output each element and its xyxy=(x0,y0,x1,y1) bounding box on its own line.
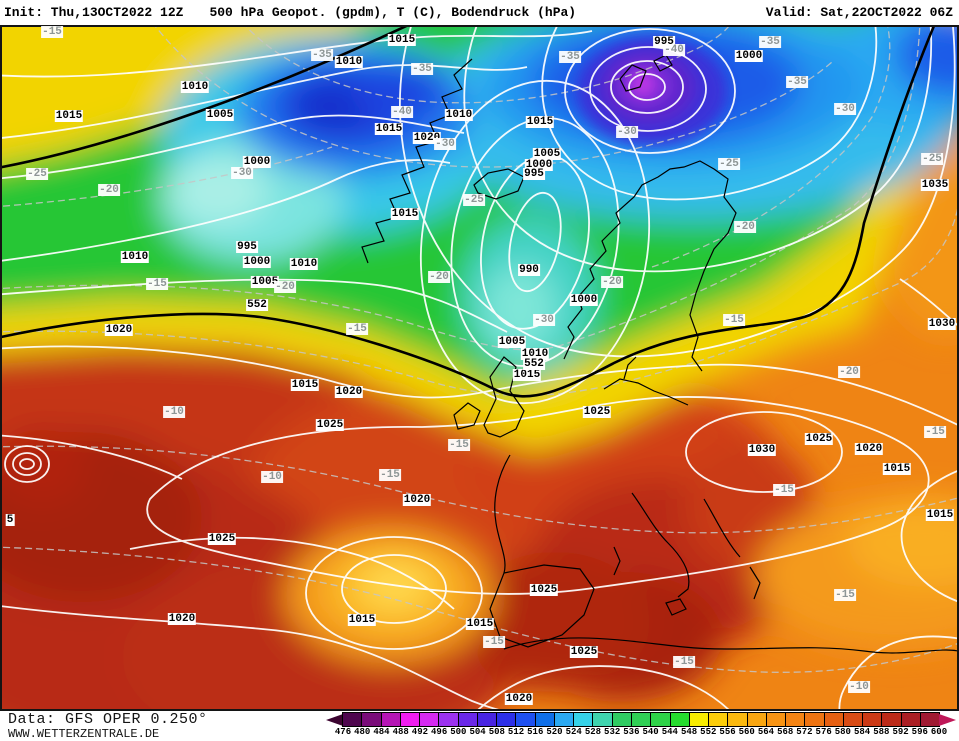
colorbar-tick: 544 xyxy=(661,727,678,737)
coastlines xyxy=(361,54,957,654)
colorbar-tick: 552 xyxy=(700,727,717,737)
colorbar-segment xyxy=(496,713,516,726)
colorbar-segment xyxy=(823,713,843,726)
colorbar-segment xyxy=(842,713,863,726)
colorbar-tick: 500 xyxy=(450,727,467,737)
colorbar-tick: 564 xyxy=(757,727,775,737)
colorbar-segment xyxy=(592,713,612,726)
colorbar-tick: 508 xyxy=(488,727,505,737)
colorbar-tick: 568 xyxy=(777,727,794,737)
footer: Data: GFS OPER 0.250° WWW.WETTERZENTRALE… xyxy=(0,711,959,741)
colorbar-tick: 560 xyxy=(738,727,755,737)
colorbar-tick: 600 xyxy=(930,727,948,737)
map-canvas xyxy=(2,27,957,709)
colorbar-tick: 484 xyxy=(373,727,390,737)
colorbar-segment xyxy=(515,713,535,726)
colorbar-segment xyxy=(708,713,728,726)
colorbar-segment xyxy=(650,713,670,726)
colorbar-tick: 596 xyxy=(911,727,928,737)
colorbar-segment xyxy=(900,713,920,726)
colorbar-tick: 492 xyxy=(411,727,428,737)
colorbar-segment xyxy=(534,713,554,726)
colorbar-segment xyxy=(862,713,882,726)
colorbar-tick: 580 xyxy=(834,727,851,737)
colorbar-segment xyxy=(343,713,362,726)
isotherm-lines xyxy=(2,27,957,673)
colorbar-segment xyxy=(919,713,940,726)
title-bar: Init: Thu,13OCT2022 12Z 500 hPa Geopot. … xyxy=(0,0,959,25)
colorbar-segment xyxy=(881,713,901,726)
colorbar-segment xyxy=(765,713,786,726)
colorbar-tick: 504 xyxy=(469,727,486,737)
colorbar-segment xyxy=(457,713,477,726)
colorbar-tick: 516 xyxy=(527,727,544,737)
geopotential-552-line xyxy=(2,27,935,398)
colorbar-tick: 488 xyxy=(392,727,409,737)
colorbar-tick: 532 xyxy=(604,727,621,737)
colorbar-tick: 576 xyxy=(815,727,832,737)
colorbar-left-arrow-icon xyxy=(326,713,343,726)
colorbar-tick: 512 xyxy=(507,727,525,737)
website: WWW.WETTERZENTRALE.DE xyxy=(8,727,160,741)
data-source: Data: GFS OPER 0.250° xyxy=(8,711,208,728)
colorbar-segment xyxy=(688,713,709,726)
colorbar-segment xyxy=(611,713,631,726)
weather-map: 1015 1010 1010 1005 1015 1015 1020 1010 1000 995 1… xyxy=(0,25,959,711)
valid-time: Valid: Sat,22OCT2022 06Z xyxy=(765,5,953,20)
colorbar-tick: 476 xyxy=(334,727,352,737)
colorbar-tick: 548 xyxy=(680,727,698,737)
colorbar: 476 480 484 488 492 496 500 504 508 512 516 520 524 5… xyxy=(326,712,956,739)
colorbar-segment xyxy=(727,713,747,726)
colorbar-segment xyxy=(419,713,439,726)
colorbar-segment xyxy=(361,713,381,726)
colorbar-segment xyxy=(380,713,400,726)
colorbar-tick: 588 xyxy=(873,727,890,737)
colorbar-right-arrow-icon xyxy=(939,713,956,726)
colorbar-segment xyxy=(669,713,689,726)
map-title: 500 hPa Geopot. (gpdm), T (C), Bodendruc… xyxy=(209,5,577,20)
colorbar-tick: 480 xyxy=(354,727,371,737)
colorbar-segment xyxy=(630,713,651,726)
colorbar-tick: 496 xyxy=(431,727,448,737)
colorbar-segment xyxy=(746,713,766,726)
colorbar-tick: 536 xyxy=(623,727,640,737)
colorbar-segment xyxy=(804,713,824,726)
colorbar-segment xyxy=(785,713,805,726)
colorbar-tick: 572 xyxy=(796,727,813,737)
colorbar-tick: 584 xyxy=(853,727,871,737)
colorbar-segment xyxy=(573,713,593,726)
colorbar-tick: 592 xyxy=(892,727,909,737)
colorbar-tick: 540 xyxy=(642,727,659,737)
init-time: Init: Thu,13OCT2022 12Z xyxy=(4,5,184,20)
colorbar-segment xyxy=(438,713,458,726)
colorbar-segments xyxy=(342,712,940,727)
colorbar-segment xyxy=(399,713,420,726)
colorbar-tick: 524 xyxy=(565,727,582,737)
colorbar-tick: 556 xyxy=(719,727,736,737)
colorbar-tick: 520 xyxy=(546,727,563,737)
colorbar-ticks: 476 480 484 488 492 496 500 504 508 512 516 520 524 5… xyxy=(335,727,947,739)
colorbar-segment xyxy=(553,713,574,726)
colorbar-segment xyxy=(476,713,497,726)
colorbar-tick: 528 xyxy=(584,727,602,737)
